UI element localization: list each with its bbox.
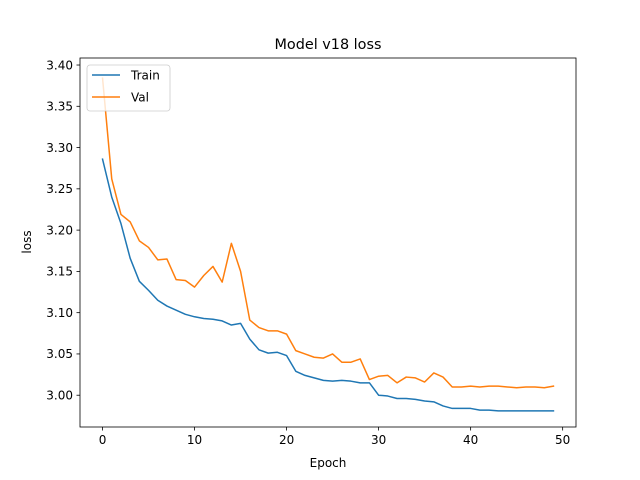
y-tick-label: 3.35 (46, 100, 73, 114)
legend-box (86, 64, 171, 112)
y-tick-label: 3.10 (46, 306, 73, 320)
series-line-val (101, 77, 555, 389)
y-tick-label: 3.15 (46, 265, 73, 279)
y-tick-label: 3.05 (46, 347, 73, 361)
chart-title: Model v18 loss (275, 37, 382, 53)
legend: Train Val (86, 64, 171, 112)
y-tick-label: 3.00 (46, 389, 73, 403)
y-tick-label: 3.25 (46, 182, 73, 196)
plot-area: 0 10 20 30 40 50 3.00 3.05 3.10 3.15 3.20 3.25 3.30 3… (46, 57, 577, 447)
legend-label-train: Train (130, 69, 160, 83)
x-tick-label: 20 (279, 433, 294, 447)
x-tick-label: 50 (555, 433, 570, 447)
x-tick-label: 30 (371, 433, 386, 447)
series-line-train (101, 158, 555, 412)
y-axis-title: loss (20, 230, 34, 253)
y-tick-label: 3.40 (46, 58, 73, 72)
x-tick-label: 10 (187, 433, 202, 447)
x-tick-label: 0 (99, 433, 107, 447)
x-tick-label: 40 (463, 433, 478, 447)
plot-frame (79, 57, 577, 428)
legend-label-val: Val (131, 91, 149, 105)
y-tick-label: 3.30 (46, 141, 73, 155)
x-axis-title: Epoch (310, 456, 347, 470)
y-tick-label: 3.20 (46, 223, 73, 237)
